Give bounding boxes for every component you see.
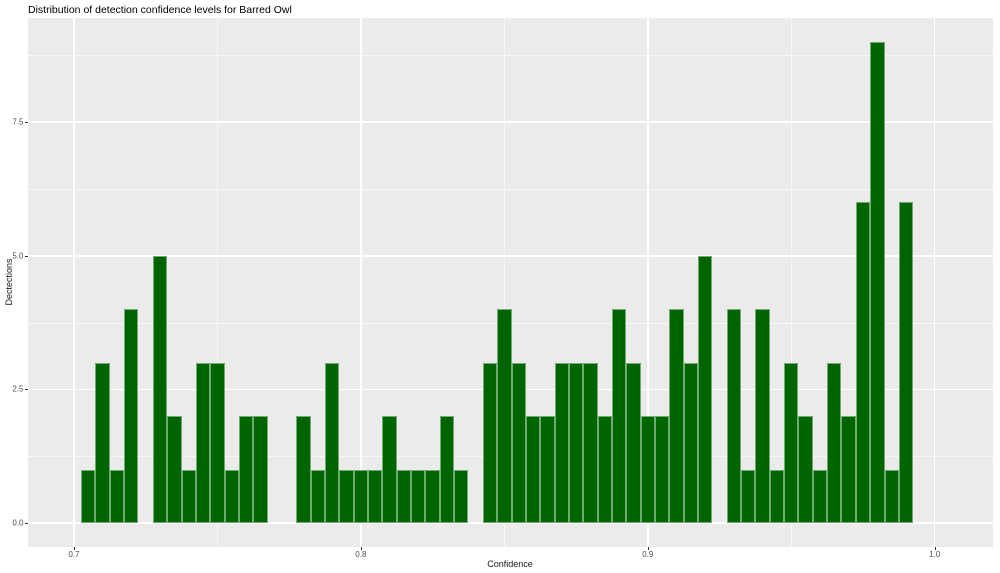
x-axis-title: Confidence [487, 559, 533, 569]
x-tick-mark [647, 547, 649, 550]
histogram-bar [253, 416, 268, 523]
histogram-bar [540, 416, 555, 523]
histogram-bar [224, 469, 239, 523]
histogram-bar [95, 362, 110, 523]
histogram-bar [454, 469, 469, 523]
histogram-bar [626, 362, 641, 523]
x-tick-label: 0.7 [68, 550, 80, 559]
histogram-bar [884, 469, 899, 523]
minor-gridline-x [217, 18, 219, 547]
y-tick-label: 7.5 [12, 117, 24, 127]
histogram-bar [382, 416, 397, 523]
histogram-bar [310, 469, 325, 523]
histogram-bar [124, 309, 139, 523]
histogram-bar [827, 362, 842, 523]
histogram-bar [152, 255, 168, 523]
minor-gridline-x [791, 18, 793, 547]
x-tick-mark [73, 547, 75, 550]
histogram-bar [611, 309, 627, 523]
minor-gridline-y [28, 55, 993, 57]
y-tick-label: 2.5 [12, 384, 24, 394]
major-gridline-y [28, 255, 993, 257]
major-gridline-x [73, 18, 75, 547]
minor-gridline-y [28, 188, 993, 190]
y-tick-label: 0.0 [12, 518, 24, 528]
histogram-bar [841, 416, 856, 523]
y-tick-mark [25, 122, 28, 124]
histogram-bar [339, 469, 354, 523]
x-tick-label: 1.0 [929, 550, 941, 559]
histogram-bar [769, 469, 785, 523]
histogram-bar [296, 416, 311, 523]
histogram-bar [698, 255, 713, 523]
histogram-bar [755, 309, 770, 523]
histogram-bar [640, 416, 655, 523]
histogram-bar [784, 362, 799, 523]
histogram-bar [898, 202, 914, 523]
y-axis-title: Dectections [4, 258, 14, 306]
histogram-bar [741, 469, 756, 523]
histogram-bar [353, 469, 369, 523]
chart-title: Distribution of detection confidence lev… [28, 4, 292, 16]
histogram-bar [396, 469, 412, 523]
histogram-bar [167, 416, 182, 523]
histogram-bar [812, 469, 828, 523]
plot-panel [28, 18, 993, 547]
histogram-bar [482, 362, 498, 523]
histogram-bar [210, 362, 225, 523]
major-gridline-x [360, 18, 362, 547]
histogram-bar [511, 362, 526, 523]
x-tick-mark [934, 547, 936, 550]
histogram-bar [597, 416, 612, 523]
histogram-bar [81, 469, 96, 523]
histogram-bar [181, 469, 196, 523]
histogram-bar [324, 362, 340, 523]
minor-gridline-x [504, 18, 506, 547]
histogram-bar [669, 309, 684, 523]
histogram-bar [238, 416, 254, 523]
major-gridline-y [28, 121, 993, 123]
histogram-bar [726, 309, 742, 523]
histogram-bar [497, 309, 512, 523]
histogram-bar [411, 469, 426, 523]
histogram-bar [654, 416, 670, 523]
histogram-bar [554, 362, 569, 523]
histogram-bar [855, 202, 871, 523]
histogram-bar [583, 362, 598, 523]
x-tick-label: 0.9 [642, 550, 654, 559]
histogram-bar [568, 362, 584, 523]
histogram-bar [525, 416, 541, 523]
histogram-bar [870, 42, 885, 523]
y-tick-mark [25, 389, 28, 391]
histogram-bar [683, 362, 699, 523]
x-tick-mark [360, 547, 362, 550]
histogram-bar [195, 362, 211, 523]
y-tick-mark [25, 522, 28, 524]
major-gridline-y [28, 522, 993, 524]
y-tick-label: 5.0 [12, 251, 24, 261]
histogram-bar [109, 469, 125, 523]
histogram-bar [425, 469, 440, 523]
major-gridline-x [647, 18, 649, 547]
histogram-bar [368, 469, 383, 523]
histogram-bar [439, 416, 455, 523]
major-gridline-x [933, 18, 936, 547]
histogram-bar [798, 416, 813, 523]
y-tick-mark [25, 255, 28, 257]
x-tick-label: 0.8 [355, 550, 367, 559]
